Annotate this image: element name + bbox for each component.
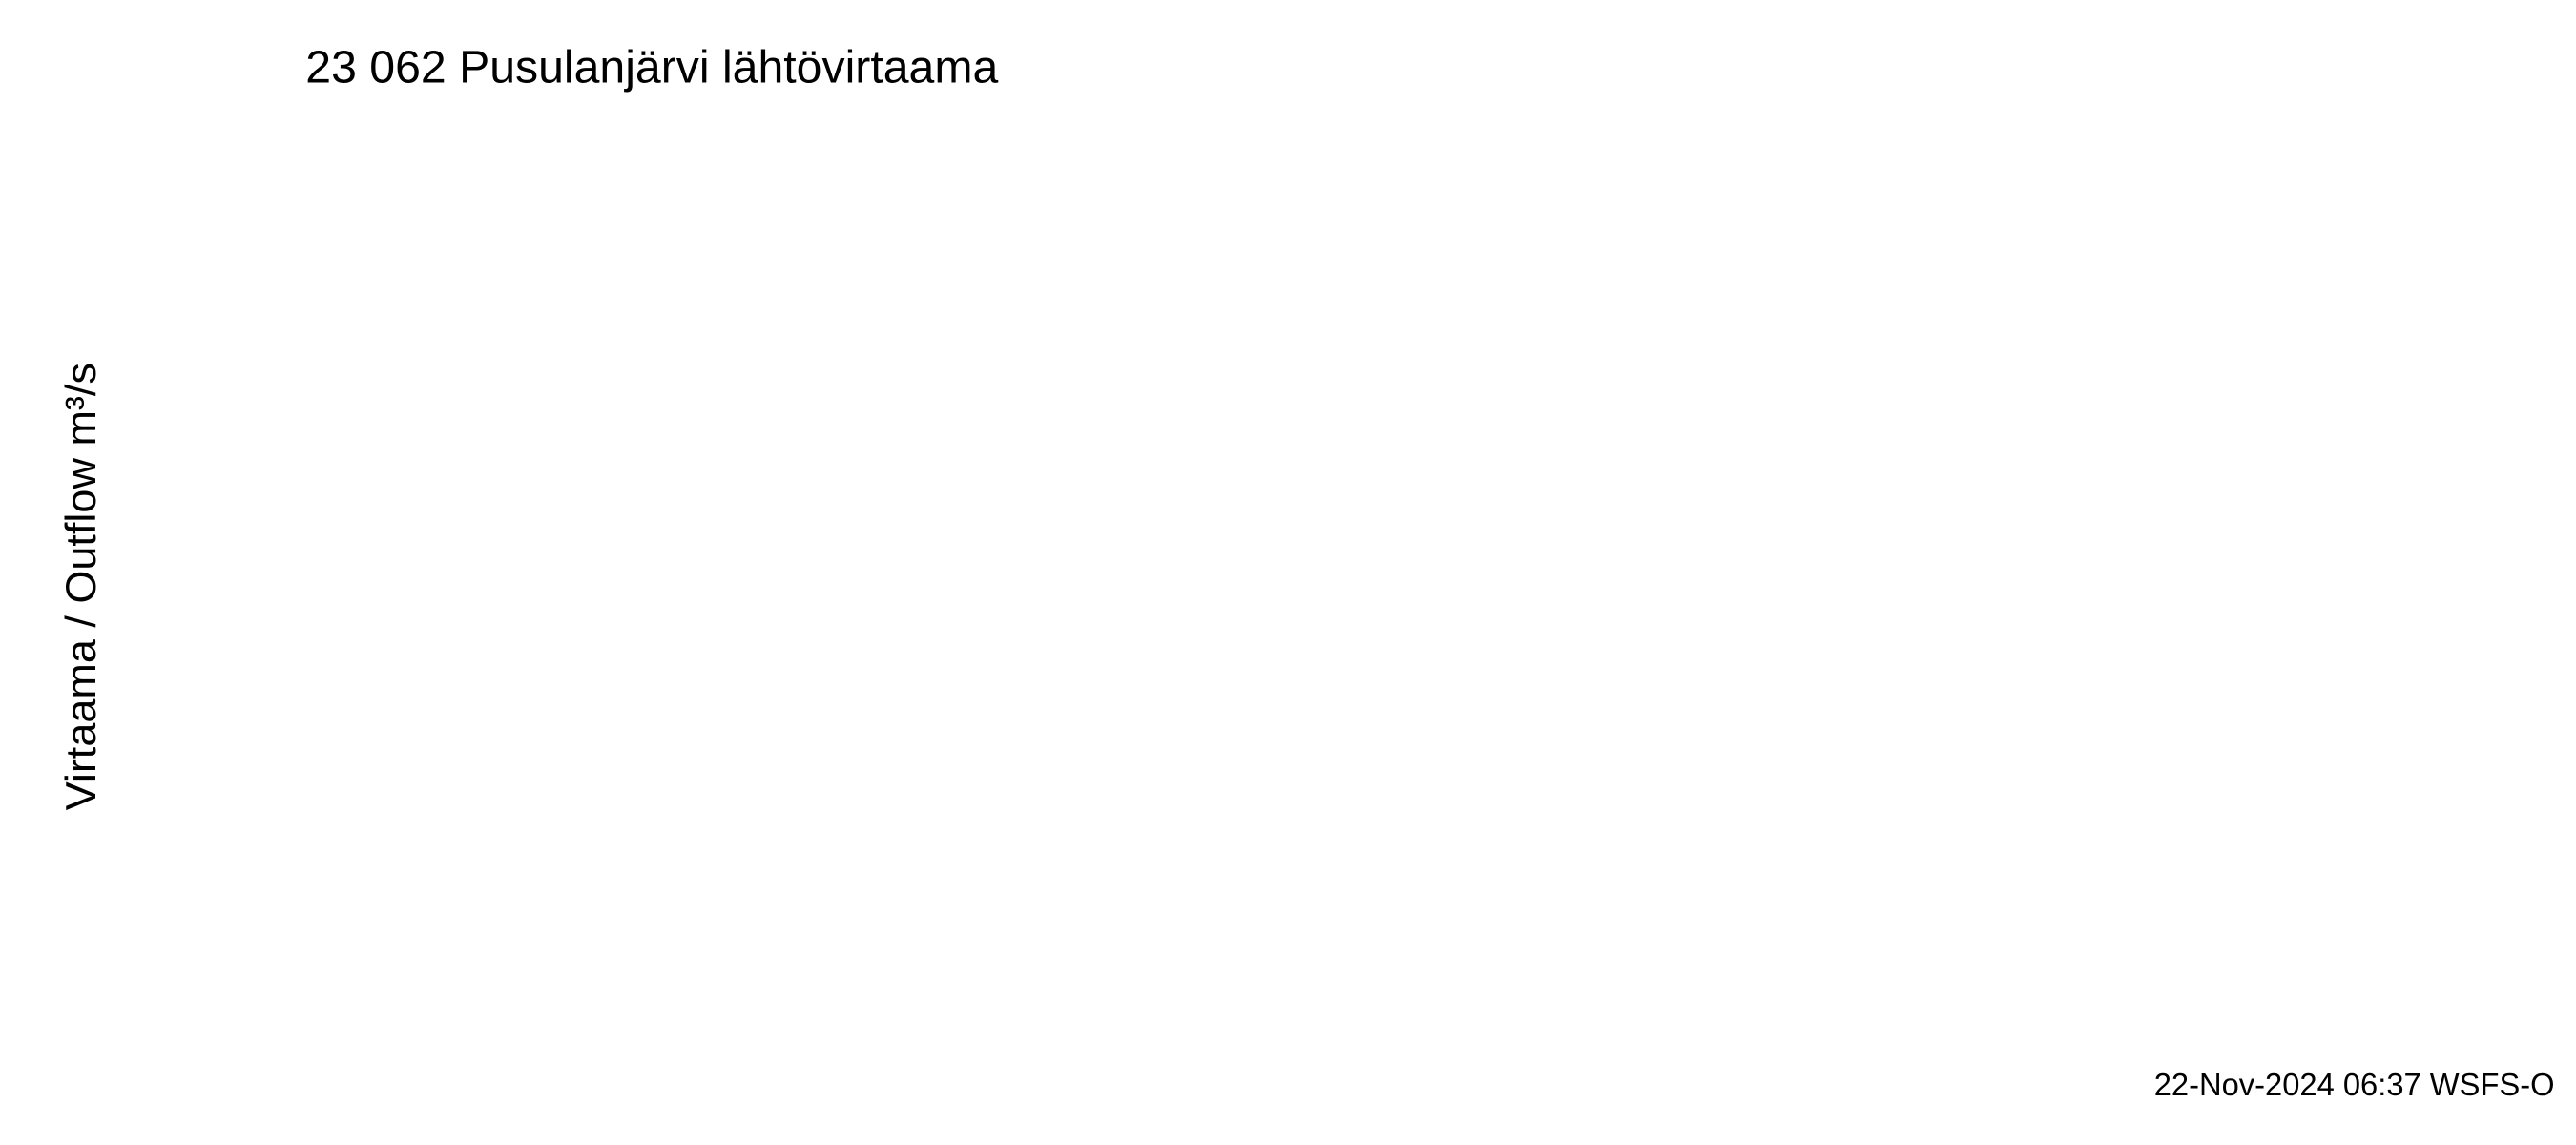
chart-title: 23 062 Pusulanjärvi lähtövirtaama <box>305 41 998 93</box>
timestamp: 22-Nov-2024 06:37 WSFS-O <box>2154 1067 2555 1102</box>
y-axis-label: Virtaama / Outflow m³/s <box>56 363 105 810</box>
